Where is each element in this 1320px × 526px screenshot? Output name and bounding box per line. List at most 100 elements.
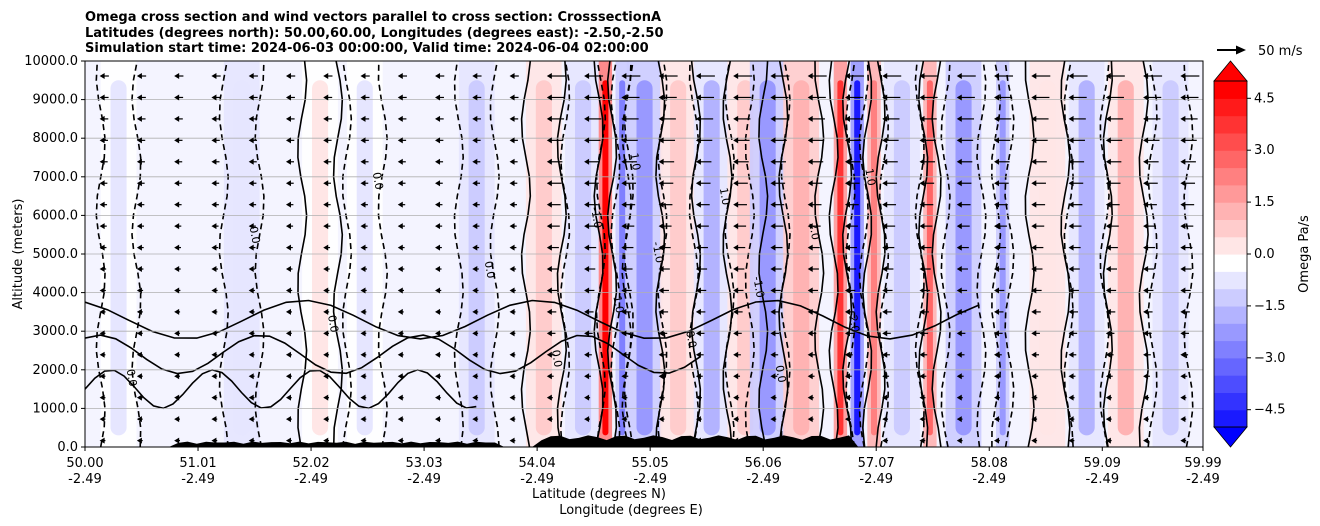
wind-vector-arrowhead-icon [99, 266, 105, 273]
x-tick-label-lon: -2.49 [746, 472, 780, 487]
wind-vector [733, 180, 748, 187]
wind-vector [584, 330, 593, 337]
wind-vector-arrowhead-icon [919, 394, 925, 401]
wind-vector [1180, 287, 1191, 294]
wind-vector [397, 437, 404, 444]
wind-vector [956, 73, 976, 80]
wind-vector-arrowhead-icon [1105, 201, 1111, 208]
wind-vector [285, 330, 292, 337]
wind-vector-arrowhead-icon [658, 115, 664, 122]
wind-vector [136, 244, 144, 251]
wind-vector [1180, 94, 1199, 101]
wind-vector [285, 180, 294, 187]
omega-core-5 [535, 80, 552, 436]
wind-vector [435, 373, 441, 380]
contour-label-2: 0.0 [325, 314, 341, 333]
wind-vector [397, 330, 404, 337]
wind-vector-arrowhead-icon [248, 223, 254, 230]
x-tick-label-lon: -2.49 [294, 472, 328, 487]
wind-vector [360, 244, 368, 251]
wind-vector [844, 330, 854, 337]
wind-vector [584, 244, 597, 251]
wind-vector-arrowhead-icon [136, 373, 142, 380]
wind-vector-arrowhead-icon [1068, 351, 1074, 358]
omega-core-18 [893, 80, 910, 436]
wind-vector [1143, 437, 1149, 444]
wind-vector [807, 223, 821, 230]
wind-vector-arrowhead-icon [472, 394, 478, 401]
wind-vector-arrowhead-icon [136, 330, 142, 337]
wind-vector-arrowhead-icon [136, 351, 142, 358]
wind-vector [1031, 137, 1048, 144]
wind-vector-arrowhead-icon [546, 94, 552, 101]
wind-vector [770, 73, 790, 80]
wind-vector-arrowhead-icon [1105, 351, 1111, 358]
wind-vector-arrowhead-icon [844, 201, 850, 208]
wind-vector [285, 158, 295, 165]
wind-vector [1068, 158, 1085, 165]
wind-vector-arrowhead-icon [658, 394, 664, 401]
wind-vector [323, 180, 331, 187]
wind-vector-arrowhead-icon [1143, 137, 1149, 144]
wind-vector-arrowhead-icon [285, 201, 291, 208]
wind-vector [1105, 266, 1118, 273]
wind-vector-arrowhead-icon [211, 244, 217, 251]
wind-vector-arrowhead-icon [360, 180, 366, 187]
wind-vector-arrowhead-icon [584, 201, 590, 208]
wind-vector [546, 330, 556, 337]
x-tick-label-lat: 53.03 [405, 456, 442, 471]
wind-vector [1105, 94, 1124, 101]
wind-vector [882, 394, 889, 401]
wind-vector-arrowhead-icon [174, 287, 180, 294]
wind-vector [807, 287, 819, 294]
wind-vector-arrowhead-icon [546, 266, 552, 273]
wind-vector-arrowhead-icon [919, 351, 925, 358]
wind-vector-arrowhead-icon [360, 308, 366, 315]
wind-vector [621, 137, 638, 144]
wind-vector-arrowhead-icon [472, 308, 478, 315]
wind-vector [174, 158, 183, 165]
wind-vector [1031, 201, 1046, 208]
wind-vector [882, 266, 894, 273]
wind-vector-arrowhead-icon [360, 373, 366, 380]
wind-vector-arrowhead-icon [882, 115, 888, 122]
wind-vector [994, 94, 1013, 101]
wind-vector [323, 330, 330, 337]
wind-vector-arrowhead-icon [174, 308, 180, 315]
wind-vector [285, 394, 292, 401]
wind-vector-arrowhead-icon [807, 158, 813, 165]
wind-vector [621, 73, 641, 80]
wind-vector-arrowhead-icon [956, 266, 962, 273]
omega-core-9 [636, 80, 653, 436]
wind-vector [956, 201, 971, 208]
wind-vector [882, 308, 892, 315]
wind-vector-arrowhead-icon [807, 330, 813, 337]
wind-vector-arrowhead-icon [546, 308, 552, 315]
wind-vector [1105, 351, 1114, 358]
wind-vector [584, 115, 602, 122]
omega-core-21 [999, 80, 1006, 436]
wind-vector-arrowhead-icon [956, 330, 962, 337]
wind-vector-arrowhead-icon [695, 223, 701, 230]
wind-vector [397, 201, 406, 208]
wind-vector-arrowhead-icon [211, 351, 217, 358]
wind-vector-arrowhead-icon [174, 223, 180, 230]
omega-core-14 [793, 80, 810, 436]
wind-vector [1143, 73, 1163, 80]
wind-vector [1068, 266, 1080, 273]
wind-vector [770, 158, 786, 165]
wind-vector [509, 373, 516, 380]
wind-vector [733, 244, 746, 251]
wind-vector [584, 373, 591, 380]
wind-vector-arrowhead-icon [1031, 201, 1037, 208]
wind-vector [1143, 223, 1157, 230]
wind-vector [323, 94, 333, 101]
wind-vector [1068, 73, 1088, 80]
wind-vector-arrowhead-icon [994, 180, 1000, 187]
wind-vector-arrowhead-icon [323, 158, 329, 165]
wind-vector [1143, 158, 1159, 165]
wind-vector-arrowhead-icon [956, 351, 962, 358]
wind-vector-arrowhead-icon [1068, 244, 1074, 251]
wind-vector [919, 394, 926, 401]
wind-vector-arrowhead-icon [509, 73, 515, 80]
